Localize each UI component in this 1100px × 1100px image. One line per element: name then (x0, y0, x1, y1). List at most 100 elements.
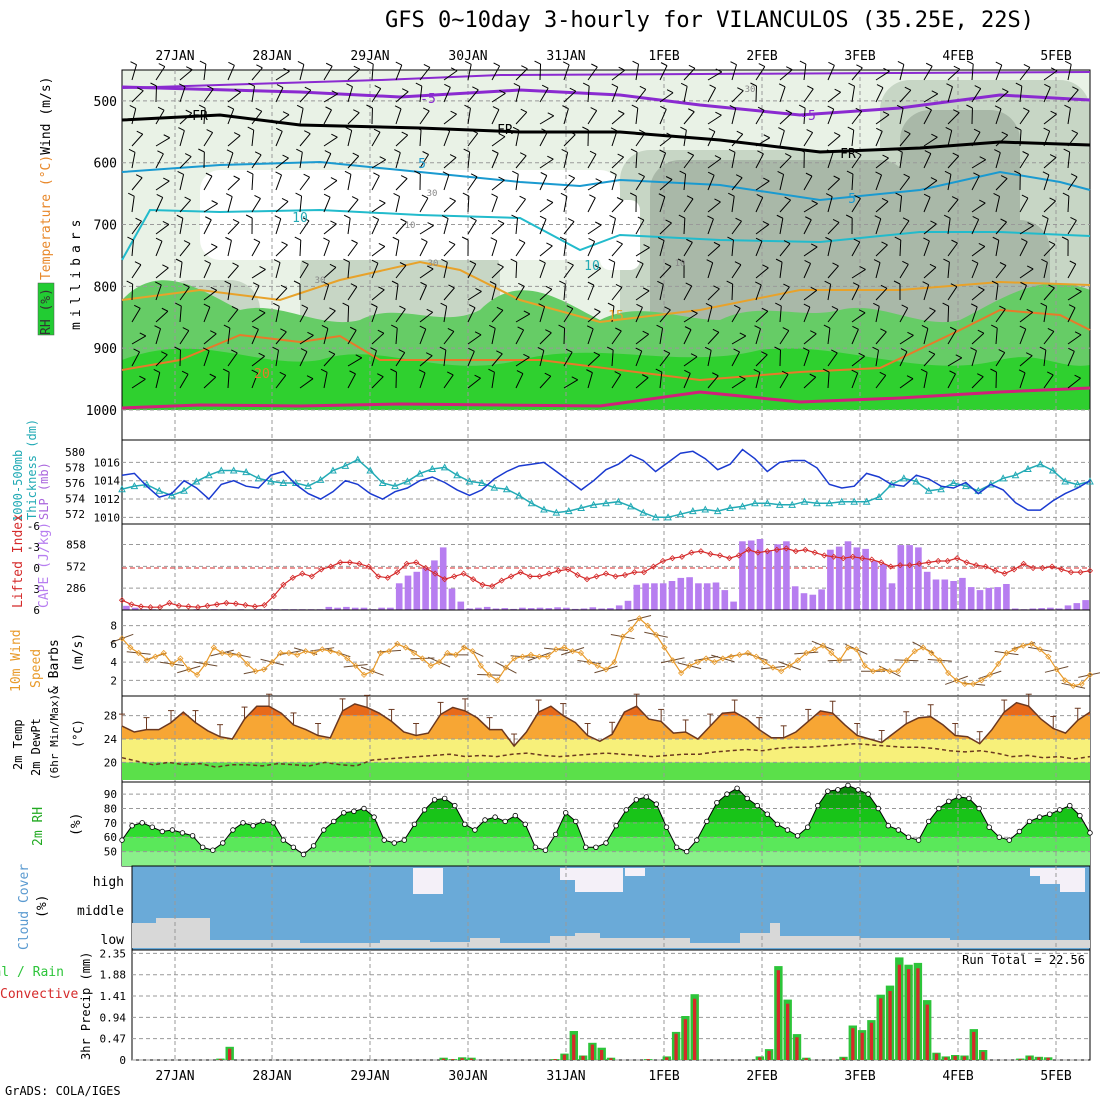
ylabel-wind: Wind (m/s) (39, 77, 54, 155)
rh2m-point (411, 821, 418, 827)
wind-barb (587, 66, 598, 81)
lifted-index-point (356, 560, 363, 567)
precip-convective-bar (860, 1032, 864, 1060)
wind-barb-feather (665, 176, 673, 180)
cape-bar (492, 608, 500, 610)
temperature-contour-2 (121, 113, 1091, 154)
wind10m-point (169, 660, 176, 667)
wind-barb-feather (1023, 63, 1031, 68)
cape-bar (589, 607, 597, 610)
thickness-point (180, 486, 188, 494)
wind-barb (563, 177, 576, 191)
wind-barb-feather (590, 107, 597, 111)
wind-barb (275, 287, 288, 301)
wind-barb (995, 91, 1009, 103)
wind-barb (635, 307, 643, 323)
wind-barb (587, 284, 595, 301)
thickness-point (428, 464, 437, 472)
wind-barb-feather (274, 215, 282, 220)
wind-barb-feather (351, 239, 358, 244)
wind-barb-feather (784, 153, 792, 158)
wind-barb-feather (294, 236, 302, 241)
wind-barb-feather (537, 347, 545, 351)
thickness-point (403, 477, 412, 485)
wind-barb (515, 356, 530, 367)
wind-barb (563, 284, 566, 301)
wind-barb-feather (442, 171, 450, 176)
precip-frame (131, 949, 1091, 1061)
wind-barb (995, 308, 1006, 323)
wind-barb-feather (258, 309, 266, 314)
wind10m-point (544, 653, 551, 660)
wind-barb (707, 262, 714, 279)
low-cloud-block (860, 938, 900, 948)
wind-barb-feather (1042, 171, 1050, 176)
wind-barb (467, 108, 471, 125)
wind-barb-feather (324, 150, 332, 154)
wind10m-point (1061, 677, 1069, 684)
wind-barb (803, 64, 807, 81)
wind-barb-feather (714, 155, 722, 160)
wind-barb-feather (641, 374, 649, 379)
wind-barb-feather (994, 105, 1002, 110)
wind-barb-feather (400, 218, 407, 223)
wind-barb (443, 331, 455, 345)
wind-barb (515, 111, 528, 125)
wind-barb-feather (810, 330, 817, 335)
wind-barb (179, 156, 192, 169)
thickness-point (192, 477, 201, 485)
cape-bar (686, 577, 693, 610)
wind-barb-feather (802, 347, 810, 352)
thickness-point (453, 471, 461, 479)
wind-barb-feather (328, 350, 336, 355)
cape-bar (545, 608, 553, 610)
wind10m-point (402, 644, 409, 651)
wind-barb (1067, 291, 1082, 301)
rh2m-point (220, 840, 226, 846)
wind-barb (635, 64, 640, 81)
rh2m-point (371, 814, 377, 820)
wind-barb-feather (302, 260, 309, 265)
wind-barb (203, 289, 218, 301)
wind-barb-feather (346, 83, 353, 88)
wind-barb (371, 175, 380, 191)
lifted-index-point (612, 573, 619, 580)
rh2m-point (915, 837, 922, 843)
wind-barb (323, 223, 337, 235)
wind-barb (899, 378, 914, 389)
wind-barb (1019, 241, 1028, 257)
wind-barb (587, 241, 596, 257)
wind10m-point (427, 662, 434, 669)
wind-barb (947, 130, 953, 147)
wind-barb (347, 330, 357, 345)
wind-barb-feather (198, 104, 206, 109)
wind-barb (323, 353, 336, 367)
wind-barb-feather (657, 237, 665, 241)
wind-barb-feather (415, 82, 423, 87)
wind-barb-feather (462, 192, 470, 197)
wind-barb (251, 173, 254, 191)
wind-barb-feather (280, 284, 288, 289)
rh2m-point (210, 847, 216, 853)
lifted-index-point (166, 599, 173, 607)
wind-barb (659, 240, 665, 257)
cape-bar (950, 581, 957, 610)
wind-barb-feather (414, 170, 421, 175)
wind10m-point (828, 649, 835, 657)
precip-y-tick: 0.94 (100, 1011, 127, 1024)
thickness-point (254, 474, 263, 482)
wind-barb-feather (275, 171, 282, 176)
cape-bar (607, 608, 614, 610)
wind-barb-feather (616, 197, 624, 201)
wind-barb-feather (726, 280, 733, 285)
wind-barb (1067, 176, 1078, 191)
ylabel-cape: CAPE (J/kg) (37, 522, 52, 608)
wind-barb-feather (1063, 148, 1070, 153)
wind-barb (755, 372, 761, 389)
wind-barb (539, 288, 553, 301)
wind-barb (875, 262, 881, 279)
wind-barb (923, 136, 938, 147)
lifted-index-point (802, 546, 809, 553)
temperature-line (121, 701, 1091, 748)
bottom-date-27JAN: 27JAN (155, 1069, 194, 1084)
